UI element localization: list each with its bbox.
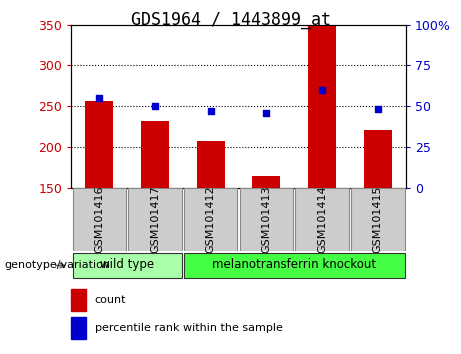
Bar: [296, 188, 349, 251]
Point: [374, 107, 382, 112]
Point: [207, 108, 214, 114]
Point: [95, 95, 103, 101]
Bar: [184, 253, 405, 278]
Bar: [197, 141, 225, 188]
Text: percentile rank within the sample: percentile rank within the sample: [95, 323, 283, 333]
Text: genotype/variation: genotype/variation: [5, 261, 111, 270]
Text: GSM101413: GSM101413: [261, 186, 272, 253]
Point: [319, 87, 326, 93]
Text: GSM101417: GSM101417: [150, 185, 160, 253]
Bar: [72, 253, 182, 278]
Text: GSM101412: GSM101412: [206, 185, 216, 253]
Text: melanotransferrin knockout: melanotransferrin knockout: [212, 258, 376, 272]
Bar: [351, 188, 405, 251]
Bar: [240, 188, 293, 251]
Bar: [71, 317, 87, 339]
Text: GSM101416: GSM101416: [95, 186, 104, 253]
Text: GSM101415: GSM101415: [373, 186, 383, 253]
Bar: [184, 188, 237, 251]
Bar: [253, 176, 280, 188]
Bar: [71, 289, 87, 310]
Text: GSM101414: GSM101414: [317, 185, 327, 253]
Bar: [72, 188, 126, 251]
Bar: [85, 101, 113, 188]
Point: [151, 103, 159, 109]
Bar: [128, 188, 182, 251]
Bar: [364, 130, 392, 188]
Bar: [141, 121, 169, 188]
Bar: [308, 27, 336, 188]
Text: wild type: wild type: [100, 258, 154, 272]
Text: count: count: [95, 295, 126, 305]
Point: [263, 110, 270, 115]
Text: GDS1964 / 1443899_at: GDS1964 / 1443899_at: [130, 11, 331, 29]
